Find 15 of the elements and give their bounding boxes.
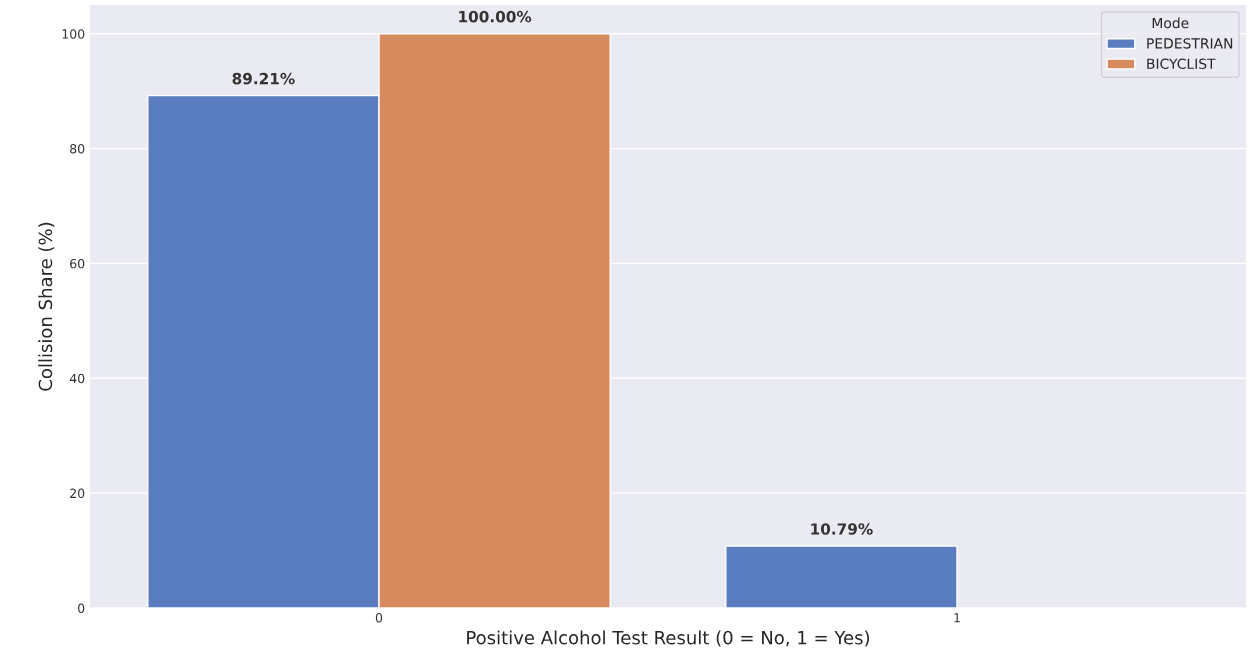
data-label: 89.21% [232,72,295,85]
y-tick-label: 100 [62,29,85,39]
legend-label: PEDESTRIAN [1147,38,1233,49]
y-tick-label: 20 [70,488,85,499]
y-tick-label: 60 [70,258,85,269]
y-tick-label: 40 [69,373,85,384]
y-tick-label: 80 [70,144,85,154]
y-axis-title: Collision Share (%) [38,222,55,391]
y-tick-label: 0 [78,603,85,613]
data-label: 10.79% [811,523,873,535]
x-axis-title: Positive Alcohol Test Result (0 = No, 1 = Yes) [467,630,870,647]
legend-label: BICYCLIST [1147,58,1216,70]
legend-title: Mode [1152,17,1189,29]
data-label: 100.00% [459,10,532,23]
x-tick-label: 1 [954,613,960,623]
